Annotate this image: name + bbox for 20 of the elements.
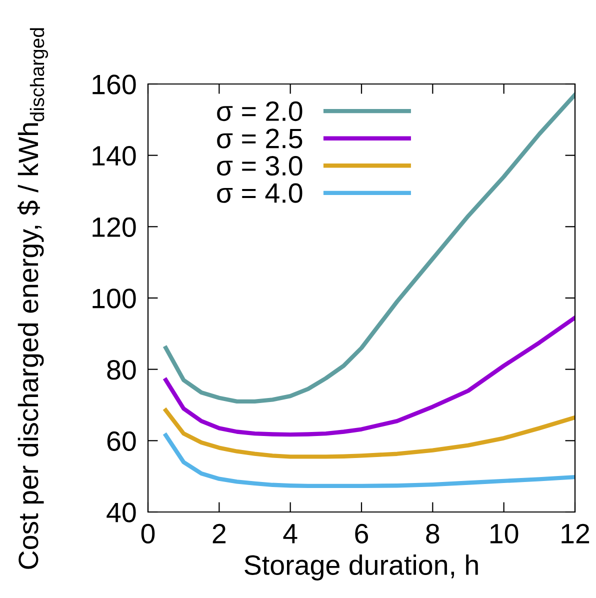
y-tick-label: 100 (92, 288, 136, 308)
y-axis-title: Cost per discharged energy, $ / kWhdischarged (17, 28, 48, 569)
y-tick-label: 80 (107, 360, 136, 380)
legend-label: σ = 3.0 (217, 156, 302, 176)
y-tick-label: 140 (92, 146, 136, 166)
x-tick-label: 12 (562, 524, 590, 544)
legend-label: σ = 4.0 (217, 183, 302, 203)
x-tick-label: 4 (283, 524, 298, 544)
x-tick-label: 6 (355, 524, 368, 544)
y-tick-label: 160 (92, 74, 136, 94)
legend-label: σ = 2.0 (217, 101, 302, 122)
x-tick-label: 8 (426, 524, 440, 544)
legend-label: σ = 2.5 (217, 128, 302, 148)
x-tick-label: 10 (490, 524, 518, 544)
x-axis-title: Storage duration, h (244, 554, 478, 580)
y-tick-label: 60 (107, 431, 136, 452)
y-tick-label: 120 (92, 217, 136, 238)
y-tick-label: 40 (106, 502, 136, 522)
x-tick-label: 0 (141, 524, 155, 544)
x-tick-label: 2 (212, 524, 226, 544)
